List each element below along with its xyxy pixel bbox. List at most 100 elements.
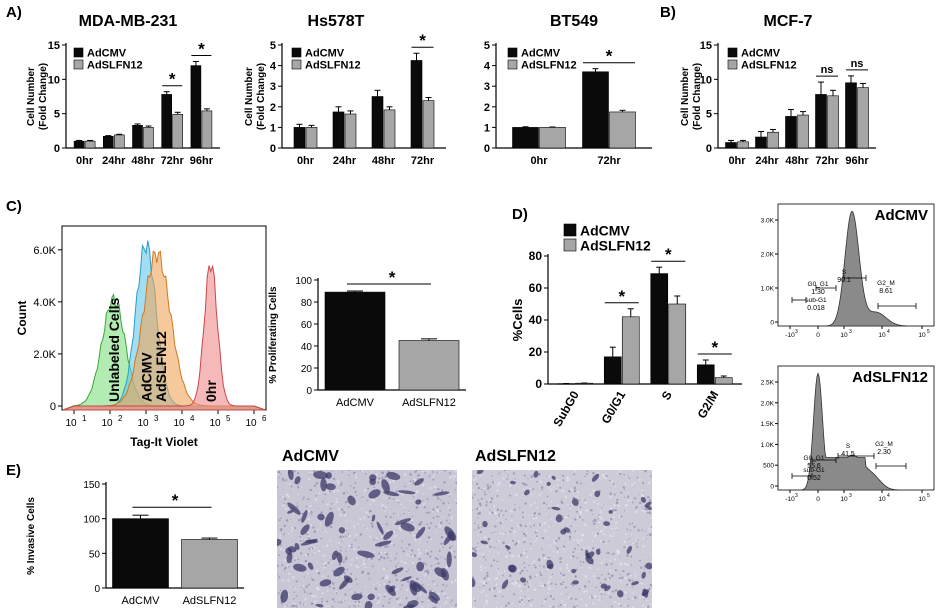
micrograph-pore [534,540,536,543]
micrograph-pore [313,530,317,533]
micrograph-pore [574,575,577,578]
micrograph-pore [385,497,387,499]
legend-swatch-adcmv [563,223,577,237]
micrograph-pore [431,471,434,473]
micrograph-pore [491,532,493,534]
x-tick-label: AdSLFN12 [402,397,456,409]
micrograph-pore [424,542,426,544]
micrograph-pore [409,473,412,476]
micrograph-pore [354,490,357,493]
micrograph-pore [277,470,281,474]
micrograph-pore [393,530,396,533]
micrograph-cell [640,496,646,503]
micrograph-pore [304,603,307,606]
micrograph-pore [650,552,652,554]
legend-label-adcmv: AdCMV [580,223,630,239]
micrograph-pore [277,564,279,568]
gate-value: 41.5 [841,451,855,458]
micrograph-pore [445,566,448,569]
micrograph-cell [351,593,363,601]
micrograph-pore [474,550,477,553]
micrograph-pore [346,568,349,571]
micrograph-pore [558,605,560,607]
micrograph-pore [386,576,389,580]
micrograph-pore [555,490,558,493]
micrograph-title-adslfn12: AdSLFN12 [475,448,556,465]
micrograph-pore [356,523,359,526]
micrograph-pore [573,605,576,608]
x-tick-exponent: 4 [887,329,890,335]
micrograph-pore [650,526,652,528]
histogram-0hr [62,264,266,411]
micrograph-pore [353,547,356,551]
micrograph-pore [551,594,554,596]
micrograph-pore [441,580,443,582]
micrograph-pore [306,572,309,575]
micrograph-pore [400,503,403,506]
micrograph-pore [517,554,521,558]
micrograph-pore [481,489,483,491]
micrograph-pore [520,524,523,527]
micrograph-pore [394,487,396,489]
micrograph-cell [307,562,314,570]
micrograph-pore [307,583,310,586]
gate-label: G0_G1 [808,281,829,288]
micrograph-pore [526,555,529,559]
micrograph-pore [533,564,536,566]
x-tick-label: AdSLFN12 [183,595,237,607]
micrograph-pore [320,525,322,527]
micrograph-pore [565,566,569,570]
micrograph-cell [336,552,343,564]
micrograph-pore [619,580,622,583]
micrograph-pore [307,535,311,538]
chart-title: MDA-MB-231 [79,13,178,30]
micrograph-pore [450,581,453,584]
micrograph-pore [308,505,312,508]
legend-swatch-adslfn12 [291,59,302,70]
micrograph-pore [601,572,603,575]
flow-histogram [779,210,933,327]
micrograph-pore [626,605,628,607]
micrograph-cell [331,550,339,561]
bar-adslfn12 [305,127,318,149]
micrograph-pore [565,477,568,480]
micrograph-pore [543,557,546,560]
micrograph-pore [354,473,357,476]
micrograph-pore [438,471,440,474]
micrograph-pore [432,508,435,511]
micrograph-pore [643,509,646,513]
micrograph-pore [409,531,411,534]
micrograph-pore [337,507,340,511]
micrograph-pore [521,482,525,485]
micrograph-pore [496,540,498,542]
micrograph-pore [426,523,429,526]
micrograph-pore [609,492,613,495]
bar-adslfn12 [398,340,460,391]
micrograph-pore [432,516,435,519]
significance-label: * [172,491,179,510]
micrograph-pore [372,499,376,503]
micrograph-pore [537,537,539,539]
micrograph-pore [573,489,577,493]
micrograph-pore [569,507,572,510]
micrograph-pore [305,585,308,588]
bar-adslfn12 [621,316,640,385]
micrograph-pore [615,501,619,505]
micrograph-pore [437,497,440,500]
micrograph-pore [512,472,516,475]
micrograph-pore [289,586,291,588]
micrograph-pore [482,589,485,592]
micrograph-pore [517,540,520,544]
x-tick-label: G2/M [695,389,722,421]
micrograph-pore [501,521,504,523]
micrograph-pore [399,603,401,606]
micrograph-pore [489,509,491,511]
micrograph-cell [641,571,646,579]
micrograph-pore [327,492,329,494]
micrograph-pore [586,470,589,472]
micrograph-cell [520,577,527,583]
micrograph-pore [626,528,629,531]
micrograph-pore [598,489,601,492]
micrograph-pore [325,544,329,547]
micrograph-pore [618,578,621,581]
